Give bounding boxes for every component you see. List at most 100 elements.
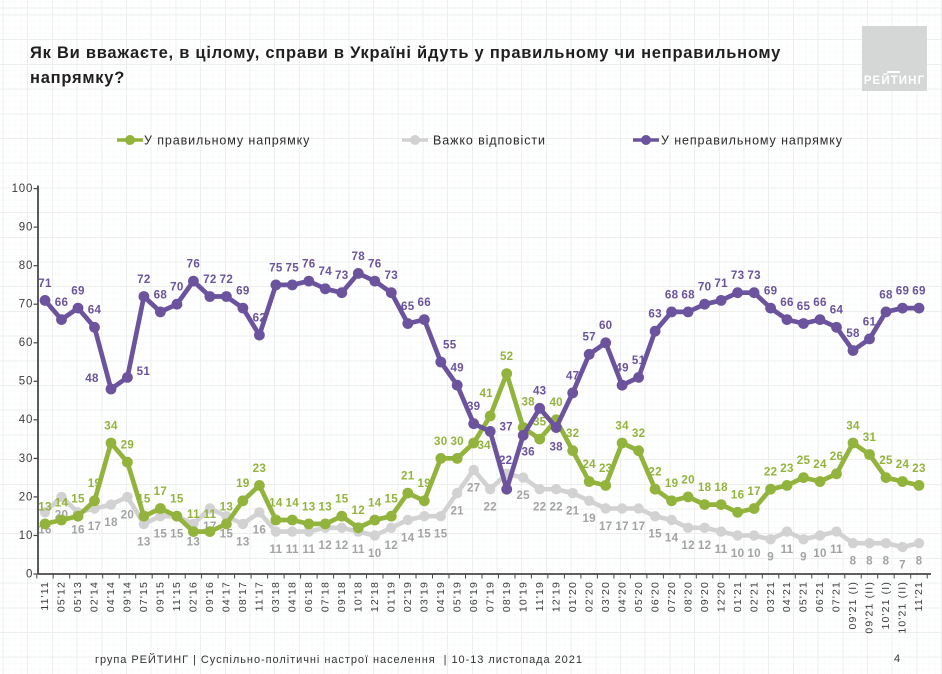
svg-text:70: 70: [19, 299, 33, 311]
svg-text:66: 66: [55, 296, 69, 309]
svg-text:20: 20: [19, 491, 33, 503]
svg-text:11: 11: [715, 543, 728, 556]
svg-text:12'18: 12'18: [369, 581, 381, 612]
svg-text:12: 12: [319, 539, 333, 552]
svg-text:66: 66: [780, 296, 794, 309]
svg-text:61: 61: [863, 315, 877, 328]
svg-text:05'13: 05'13: [72, 581, 84, 612]
svg-text:01'19: 01'19: [386, 581, 398, 612]
svg-text:12: 12: [352, 504, 366, 517]
svg-text:04'20: 04'20: [616, 581, 628, 612]
svg-text:78: 78: [352, 250, 366, 263]
svg-text:69: 69: [764, 285, 778, 298]
svg-text:05'19: 05'19: [451, 581, 463, 612]
svg-text:13: 13: [302, 500, 316, 513]
svg-text:18: 18: [104, 516, 118, 529]
svg-text:02'16: 02'16: [188, 581, 200, 612]
svg-text:34: 34: [615, 419, 629, 432]
svg-text:04'19: 04'19: [435, 581, 447, 612]
svg-text:13: 13: [187, 535, 201, 548]
svg-text:09'15: 09'15: [155, 581, 167, 612]
svg-text:15: 15: [418, 528, 432, 541]
svg-text:15: 15: [154, 528, 168, 541]
svg-text:11'19: 11'19: [534, 581, 546, 611]
svg-text:23: 23: [599, 462, 613, 475]
svg-text:10'18: 10'18: [353, 581, 365, 612]
svg-text:22: 22: [483, 501, 497, 514]
svg-text:57: 57: [582, 331, 596, 344]
svg-text:19: 19: [88, 477, 102, 490]
svg-text:60: 60: [599, 319, 613, 332]
svg-text:34: 34: [846, 419, 860, 432]
svg-text:60: 60: [19, 337, 33, 349]
svg-text:41: 41: [479, 387, 493, 400]
svg-text:48: 48: [85, 372, 99, 385]
svg-text:01'20: 01'20: [567, 581, 579, 612]
svg-text:73: 73: [385, 269, 399, 282]
svg-text:9: 9: [800, 551, 807, 564]
svg-text:15: 15: [335, 493, 349, 506]
svg-text:43: 43: [533, 385, 547, 398]
svg-text:03'19: 03'19: [419, 581, 431, 612]
svg-text:7: 7: [899, 558, 906, 571]
svg-text:07'18: 07'18: [320, 581, 332, 612]
svg-text:11: 11: [352, 543, 365, 556]
svg-text:32: 32: [566, 427, 580, 440]
svg-text:13: 13: [236, 535, 250, 548]
svg-text:12: 12: [335, 539, 349, 552]
svg-text:40: 40: [19, 414, 33, 426]
svg-text:Важко відповісти: Важко відповісти: [433, 134, 546, 148]
svg-text:19: 19: [236, 477, 250, 490]
svg-text:17: 17: [154, 485, 168, 498]
svg-text:20: 20: [121, 508, 135, 521]
svg-text:21: 21: [450, 505, 464, 518]
svg-text:26: 26: [830, 450, 844, 463]
svg-text:73: 73: [747, 269, 761, 282]
svg-text:66: 66: [813, 296, 827, 309]
svg-text:07'21: 07'21: [831, 581, 843, 612]
svg-text:02'14: 02'14: [89, 581, 101, 612]
svg-text:10: 10: [813, 547, 827, 560]
svg-text:У правильному напрямку: У правильному напрямку: [144, 134, 310, 148]
svg-text:76: 76: [302, 258, 316, 271]
svg-text:38: 38: [549, 440, 563, 453]
svg-text:16: 16: [71, 524, 85, 537]
svg-text:27: 27: [467, 481, 481, 494]
svg-text:29: 29: [121, 439, 135, 452]
svg-text:У неправильному напрямку: У неправильному напрямку: [661, 134, 843, 148]
svg-text:24: 24: [582, 458, 596, 471]
svg-text:06'21: 06'21: [814, 581, 826, 612]
svg-text:23: 23: [253, 462, 267, 475]
svg-text:11: 11: [830, 543, 843, 556]
svg-text:19: 19: [665, 477, 679, 490]
svg-text:03'18: 03'18: [270, 581, 282, 612]
svg-text:100: 100: [12, 183, 34, 195]
svg-text:12'19: 12'19: [550, 581, 562, 612]
svg-text:68: 68: [154, 288, 168, 301]
svg-text:68: 68: [879, 288, 893, 301]
svg-text:14: 14: [368, 496, 382, 509]
svg-text:34: 34: [104, 419, 118, 432]
svg-text:39: 39: [467, 400, 481, 413]
svg-text:13: 13: [319, 500, 333, 513]
svg-text:69: 69: [896, 285, 910, 298]
svg-text:25: 25: [797, 454, 811, 467]
svg-text:11'11: 11'11: [39, 581, 51, 611]
svg-text:11: 11: [187, 508, 200, 521]
svg-text:75: 75: [269, 261, 283, 274]
svg-text:22: 22: [549, 501, 563, 514]
svg-text:14: 14: [286, 496, 300, 509]
svg-text:22: 22: [533, 501, 547, 514]
svg-text:02'20: 02'20: [583, 581, 595, 612]
svg-text:72: 72: [203, 273, 217, 286]
svg-text:55: 55: [443, 338, 457, 351]
svg-text:50: 50: [19, 376, 33, 388]
svg-text:58: 58: [846, 327, 860, 340]
svg-text:76: 76: [187, 258, 201, 271]
svg-text:70: 70: [170, 281, 184, 294]
svg-text:08'17: 08'17: [237, 581, 249, 612]
svg-text:16: 16: [731, 489, 745, 502]
svg-text:73: 73: [335, 269, 349, 282]
svg-text:07'15: 07'15: [138, 581, 150, 612]
svg-text:03'20: 03'20: [600, 581, 612, 612]
